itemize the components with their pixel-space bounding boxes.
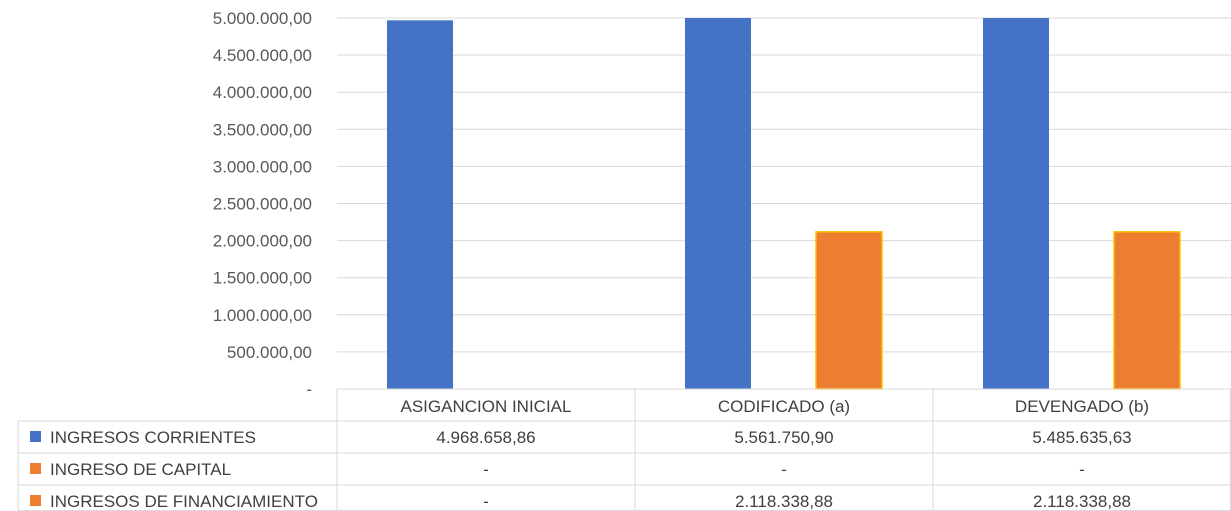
data-table-value: 2.118.338,88	[735, 492, 833, 511]
y-tick-label: 2.000.000,00	[213, 232, 312, 251]
x-category-label: DEVENGADO (b)	[1015, 397, 1149, 416]
data-table-value: 2.118.338,88	[1033, 492, 1131, 511]
data-table-value: -	[483, 460, 489, 479]
bar-ingresos-corrientes	[983, 18, 1049, 389]
y-tick-label: 1.000.000,00	[213, 306, 312, 325]
data-table-value: -	[781, 460, 787, 479]
y-axis-ticks: - 500.000,00 1.000.000,00 1.500.000,00 2.000…	[213, 9, 312, 399]
data-table-value: 4.968.658,86	[436, 428, 535, 447]
y-tick-label: 500.000,00	[227, 343, 312, 362]
x-category-label: CODIFICADO (a)	[718, 397, 850, 416]
y-tick-label: 3.000.000,00	[213, 157, 312, 176]
bar-ingresos-de-financiamiento	[815, 231, 883, 390]
legend-label: INGRESOS DE FINANCIAMIENTO	[50, 492, 318, 511]
data-table-value: -	[1079, 460, 1085, 479]
legend-label: INGRESOS CORRIENTES	[50, 428, 256, 447]
legend-key	[30, 463, 41, 474]
legend-label: INGRESO DE CAPITAL	[50, 460, 231, 479]
x-category-label: ASIGANCION INICIAL	[401, 397, 572, 416]
bar-ingresos-de-financiamiento	[1113, 231, 1181, 390]
legend-key	[30, 431, 41, 442]
data-table-value: 5.561.750,90	[734, 428, 833, 447]
y-tick-label: -	[306, 380, 312, 399]
y-tick-label: 3.500.000,00	[213, 120, 312, 139]
gridlines	[337, 17, 1231, 390]
bar-ingresos-corrientes	[685, 18, 751, 389]
y-tick-label: 5.000.000,00	[213, 9, 312, 28]
y-tick-label: 1.500.000,00	[213, 269, 312, 288]
y-tick-label: 4.500.000,00	[213, 46, 312, 65]
data-table-value: -	[483, 492, 489, 511]
data-table-value: 5.485.635,63	[1032, 428, 1131, 447]
bars	[387, 18, 1181, 390]
bar-ingresos-corrientes	[387, 20, 453, 390]
legend-key	[30, 495, 41, 506]
data-table: ASIGANCION INICIAL CODIFICADO (a) DEVENGAD…	[17, 388, 1231, 511]
y-tick-label: 2.500.000,00	[213, 195, 312, 214]
y-tick-label: 4.000.000,00	[213, 83, 312, 102]
